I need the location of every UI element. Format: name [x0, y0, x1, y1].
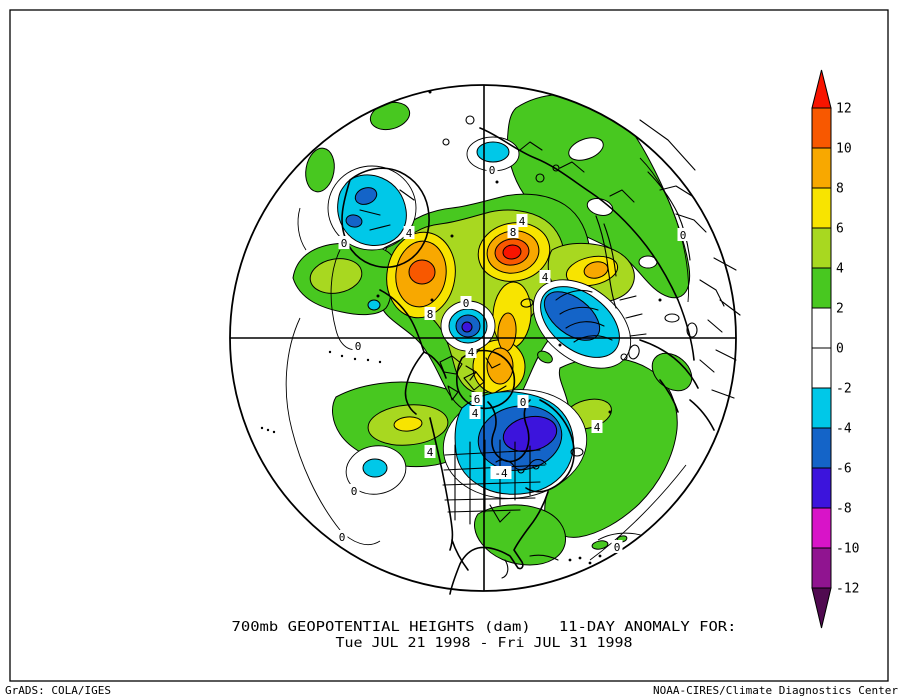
- contour-label: 0: [520, 396, 527, 409]
- colorbar-box: [811, 547, 832, 589]
- contour-label-box: [507, 225, 519, 238]
- contour-label-box: [591, 420, 603, 433]
- colorbar-tick-label: 0: [836, 342, 844, 357]
- contour-label: 0: [463, 297, 470, 310]
- colorbar-tick-label: 4: [836, 262, 844, 277]
- contour-label: 8: [427, 308, 434, 321]
- contour-label: 4: [427, 446, 434, 459]
- map-title-line1: 700mb GEOPOTENTIAL HEIGHTS (dam) 11-DAY …: [232, 620, 737, 635]
- positive-anomaly-core-regions: [408, 238, 530, 285]
- contour-label: 6: [474, 393, 481, 406]
- contour-label-box: [539, 270, 551, 283]
- colorbar-box: [811, 387, 832, 429]
- contour-label-box: [336, 530, 348, 543]
- anomaly-fields: [285, 94, 693, 566]
- contour-label-box: [490, 466, 512, 479]
- contour-label: 0: [341, 237, 348, 250]
- contour-label-box: [338, 236, 350, 249]
- colorbar: 12 10 8 6 4 2 0 -2 -4 -6 -8 -10 -12: [811, 69, 859, 629]
- colorbar-tick-label: -8: [836, 502, 852, 517]
- colorbar-tick-label: 10: [836, 142, 852, 157]
- colorbar-tick-label: -12: [836, 582, 859, 597]
- scandinavia-coast: [555, 215, 617, 343]
- outer-coast-fragments: [639, 119, 707, 261]
- contour-label: 4: [406, 227, 413, 240]
- contour-label-box: [460, 296, 472, 309]
- contour-label-box: [424, 445, 436, 458]
- colorbar-tick-label: 12: [836, 102, 852, 117]
- colorbar-tick-label: -6: [836, 462, 852, 477]
- contour-label-box: [424, 307, 436, 320]
- contour-label-box: [471, 392, 483, 405]
- contour-label-box: [403, 226, 415, 239]
- colorbar-box: [811, 307, 832, 349]
- contour-label-box: [469, 406, 481, 419]
- west-anomaly-core: [408, 259, 436, 285]
- colorbar-box: [811, 467, 832, 509]
- colorbar-box: [811, 227, 832, 269]
- hudson-bay-coast: [487, 399, 531, 463]
- contour-label-box: [611, 540, 623, 553]
- colorbar-tick-label: -4: [836, 422, 852, 437]
- contour-label: 8: [510, 226, 517, 239]
- contour-label: 4: [594, 421, 601, 434]
- contour-label-box: [465, 345, 477, 358]
- island-specks: [376, 90, 662, 414]
- map-title-line2: Tue JUL 21 1998 - Fri JUL 31 1998: [336, 636, 633, 651]
- negative-anomaly-regions: [327, 136, 632, 499]
- contour-label: 0: [614, 541, 621, 554]
- hawaii-islands: [260, 426, 276, 434]
- colorbar-box: [811, 507, 832, 549]
- contour-label: 4: [468, 346, 475, 359]
- colorbar-tick-label: 2: [836, 302, 844, 317]
- noaa-credit: NOAA-CIRES/Climate Diagnostics Center: [653, 684, 898, 697]
- contour-label-box: [348, 484, 360, 497]
- colorbar-tick-label: -10: [836, 542, 859, 557]
- contour-label: 0: [489, 164, 496, 177]
- contour-label: -4: [494, 467, 508, 480]
- colorbar-box: [811, 427, 832, 469]
- contour-label: 4: [542, 271, 549, 284]
- contour-label-box: [517, 395, 529, 408]
- colorbar-box: [811, 267, 832, 309]
- iceland-coast: [520, 298, 534, 308]
- contour-label-box: [677, 228, 689, 241]
- contour-label-box: [352, 339, 364, 352]
- contour-label: 0: [351, 485, 358, 498]
- contour-label: 0: [339, 531, 346, 544]
- contour-label: 0: [680, 229, 687, 242]
- greenland-coast: [456, 349, 516, 410]
- colorbar-box: [811, 347, 832, 389]
- colorbar-tick-label: 6: [836, 222, 844, 237]
- contour-label: 0: [355, 340, 362, 353]
- colorbar-tick-label: -2: [836, 382, 852, 397]
- colorbar-arrow-bottom: [811, 587, 832, 629]
- colorbar-tick-label: 8: [836, 182, 844, 197]
- east-anomaly-red-core: [502, 244, 522, 260]
- colorbar-box: [811, 147, 832, 189]
- coastlines: [260, 90, 741, 595]
- contour-label: 4: [519, 215, 526, 228]
- contour-label-box: [516, 214, 528, 227]
- grads-credit: GrADS: COLA/IGES: [5, 684, 111, 697]
- colorbar-box: [811, 187, 832, 229]
- contour-label-box: [486, 163, 498, 176]
- figure-border: [9, 9, 889, 682]
- colorbar-arrow-top: [811, 69, 832, 109]
- colorbar-box: [811, 107, 832, 149]
- contour-label: 4: [472, 407, 479, 420]
